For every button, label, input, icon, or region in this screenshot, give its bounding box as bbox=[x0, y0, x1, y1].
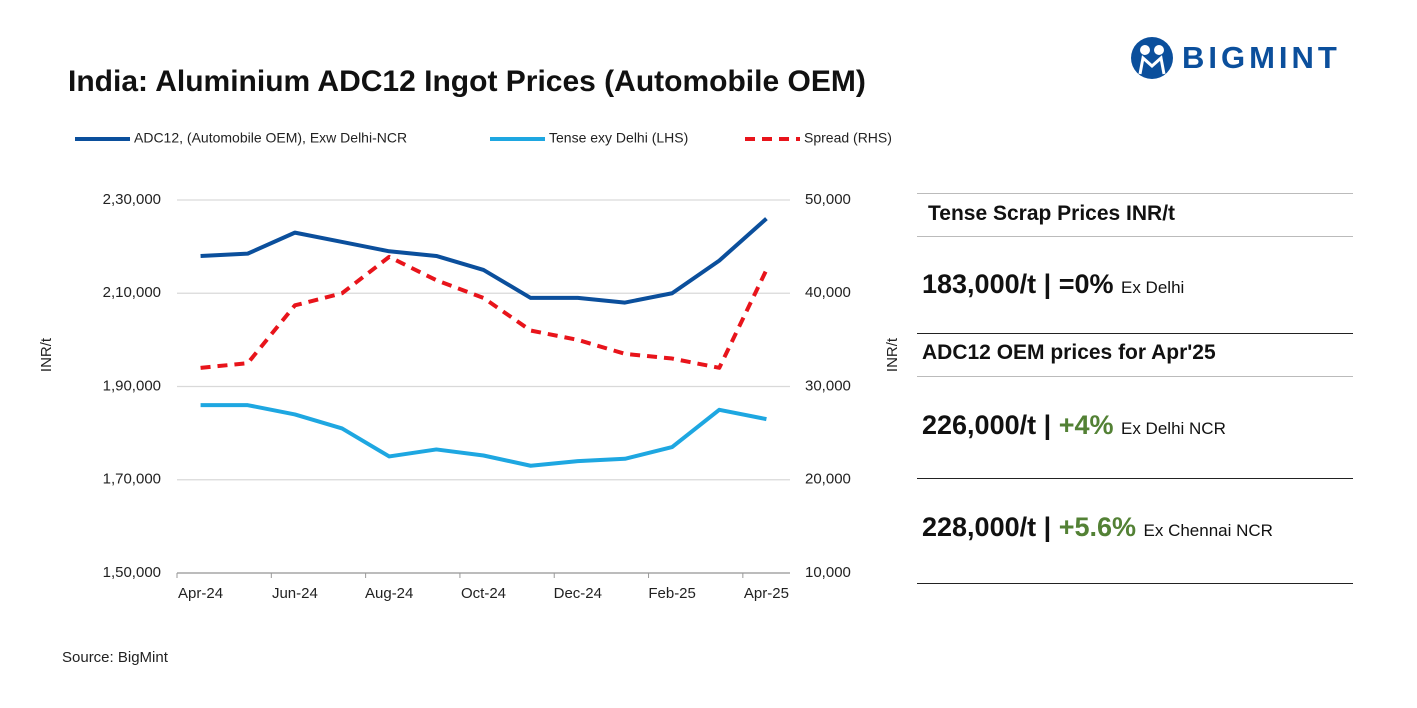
x-tick-label: Jun-24 bbox=[272, 585, 318, 602]
divider bbox=[917, 333, 1353, 334]
price-row: 183,000/t | =0% Ex Delhi bbox=[922, 269, 1184, 300]
y2-tick-label: 10,000 bbox=[805, 564, 851, 581]
price: 228,000/t bbox=[922, 512, 1037, 542]
y-tick-label: 1,90,000 bbox=[103, 377, 161, 394]
location: Ex Delhi bbox=[1121, 278, 1185, 297]
series-line bbox=[200, 403, 767, 468]
x-tick-label: Apr-24 bbox=[178, 585, 223, 602]
price: 183,000/t bbox=[922, 269, 1037, 299]
y-tick-label: 2,10,000 bbox=[103, 284, 161, 301]
logo-icon bbox=[1140, 45, 1150, 55]
change: =0% bbox=[1058, 269, 1114, 299]
separator: | bbox=[1043, 512, 1052, 542]
price: 226,000/t bbox=[922, 410, 1037, 440]
x-tick-label: Apr-25 bbox=[744, 585, 789, 602]
logo-icon bbox=[1131, 37, 1173, 79]
location: Ex Delhi NCR bbox=[1121, 419, 1226, 438]
divider bbox=[917, 376, 1353, 377]
divider bbox=[917, 193, 1353, 194]
y2-tick-label: 30,000 bbox=[805, 377, 851, 394]
price-row: 228,000/t | +5.6% Ex Chennai NCR bbox=[922, 512, 1273, 543]
divider bbox=[917, 583, 1353, 584]
y-tick-label: 2,30,000 bbox=[103, 191, 161, 208]
x-tick-label: Aug-24 bbox=[365, 585, 413, 602]
series-line bbox=[200, 217, 768, 305]
change: +5.6% bbox=[1058, 512, 1136, 542]
y-tick-label: 1,70,000 bbox=[103, 471, 161, 488]
x-tick-label: Dec-24 bbox=[554, 585, 602, 602]
y-tick-label: 1,50,000 bbox=[103, 564, 161, 581]
divider bbox=[917, 236, 1353, 237]
y2-tick-label: 50,000 bbox=[805, 191, 851, 208]
legend-label: Spread (RHS) bbox=[804, 130, 892, 146]
chart-title: India: Aluminium ADC12 Ingot Prices (Aut… bbox=[68, 65, 866, 98]
separator: | bbox=[1043, 269, 1052, 299]
series-line bbox=[200, 254, 769, 370]
change: +4% bbox=[1058, 410, 1114, 440]
y-axis-label: INR/t bbox=[38, 337, 55, 372]
logo-icon bbox=[1138, 55, 1166, 75]
panel-heading: Tense Scrap Prices INR/t bbox=[928, 202, 1176, 225]
y2-axis-label: INR/t bbox=[884, 337, 901, 372]
source: Source: BigMint bbox=[62, 649, 169, 666]
separator: | bbox=[1043, 410, 1052, 440]
legend-label: Tense exy Delhi (LHS) bbox=[549, 130, 688, 146]
panel-heading: ADC12 OEM prices for Apr'25 bbox=[922, 341, 1216, 364]
y2-tick-label: 20,000 bbox=[805, 471, 851, 488]
price-row: 226,000/t | +4% Ex Delhi NCR bbox=[922, 410, 1226, 441]
legend-label: ADC12, (Automobile OEM), Exw Delhi-NCR bbox=[134, 130, 407, 146]
location: Ex Chennai NCR bbox=[1143, 521, 1273, 540]
x-tick-label: Oct-24 bbox=[461, 585, 506, 602]
logo-icon bbox=[1154, 45, 1164, 55]
x-tick-label: Feb-25 bbox=[648, 585, 696, 602]
y2-tick-label: 40,000 bbox=[805, 284, 851, 301]
logo: BIGMINT bbox=[1182, 40, 1341, 75]
divider bbox=[917, 478, 1353, 479]
